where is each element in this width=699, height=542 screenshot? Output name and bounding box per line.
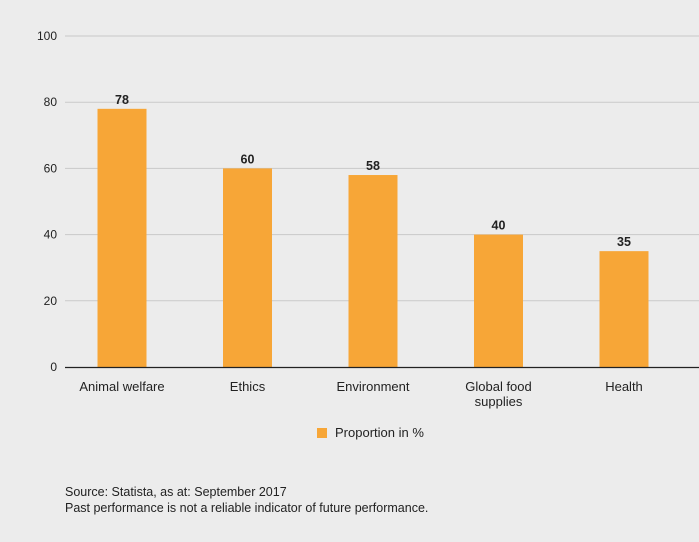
- data-label-animal-welfare: 78: [115, 93, 129, 107]
- data-label-health: 35: [617, 235, 631, 249]
- y-tick-label-100: 100: [37, 29, 57, 43]
- y-axis-ticks: 0 20 40 60 80 100: [37, 29, 57, 374]
- data-label-ethics: 60: [241, 152, 255, 166]
- y-tick-label-0: 0: [50, 360, 57, 374]
- disclaimer-note: Past performance is not a reliable indic…: [65, 501, 429, 515]
- x-tick-label-animal-welfare: Animal welfare: [79, 379, 164, 394]
- x-tick-label-health: Health: [605, 379, 643, 394]
- bar-ethics: [223, 168, 272, 367]
- legend: Proportion in %: [317, 425, 424, 440]
- x-tick-label-ethics: Ethics: [230, 379, 266, 394]
- legend-swatch: [317, 427, 327, 438]
- bar-health: [599, 251, 649, 367]
- bar-environment: [348, 175, 398, 367]
- bar-global-food-supplies: [474, 234, 523, 367]
- x-axis-ticks: Animal welfare Ethics Environment Global fo…: [79, 379, 642, 409]
- footer: Source: Statista, as at: September 2017 …: [65, 484, 428, 516]
- y-tick-label-40: 40: [44, 228, 58, 242]
- y-tick-label-20: 20: [44, 294, 58, 308]
- data-labels: 78 60 58 40 35: [115, 93, 631, 249]
- source-note: Source: Statista, as at: September 2017: [65, 485, 287, 499]
- bars: [97, 108, 649, 367]
- data-label-global-food-supplies: 40: [492, 219, 506, 233]
- y-tick-label-80: 80: [44, 95, 58, 109]
- x-tick-label-global-food-supplies: Global food supplies: [465, 379, 532, 409]
- data-label-environment: 58: [366, 159, 380, 173]
- legend-label: Proportion in %: [335, 425, 424, 440]
- y-tick-label-60: 60: [44, 161, 58, 175]
- gridlines: [65, 35, 699, 302]
- bar-animal-welfare: [97, 108, 147, 367]
- x-tick-label-environment: Environment: [337, 379, 410, 394]
